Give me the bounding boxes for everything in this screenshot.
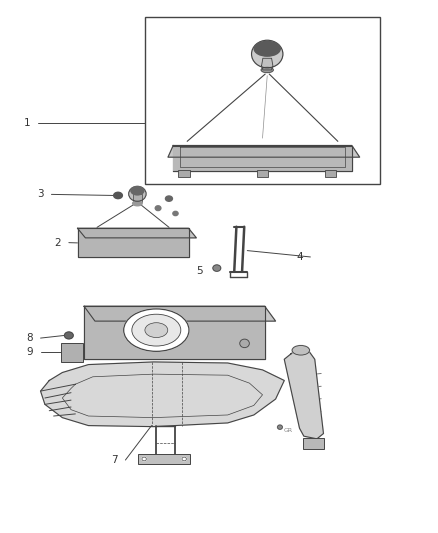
Bar xyxy=(133,195,142,203)
Polygon shape xyxy=(168,146,360,157)
FancyBboxPatch shape xyxy=(61,343,83,362)
Text: 8: 8 xyxy=(26,333,33,343)
Polygon shape xyxy=(284,347,323,439)
Ellipse shape xyxy=(114,192,122,199)
Bar xyxy=(178,171,190,177)
Text: 4: 4 xyxy=(296,252,303,262)
Polygon shape xyxy=(78,228,196,238)
Text: 9: 9 xyxy=(26,348,33,358)
Ellipse shape xyxy=(124,309,189,351)
Polygon shape xyxy=(173,146,352,171)
Bar xyxy=(257,171,268,177)
Ellipse shape xyxy=(64,332,73,339)
Ellipse shape xyxy=(132,314,181,346)
Ellipse shape xyxy=(166,196,173,201)
Polygon shape xyxy=(41,362,284,426)
Ellipse shape xyxy=(251,41,283,68)
Text: 1: 1 xyxy=(24,118,31,128)
Ellipse shape xyxy=(213,265,221,271)
Bar xyxy=(303,438,324,449)
Ellipse shape xyxy=(131,187,144,195)
Ellipse shape xyxy=(240,339,249,348)
Ellipse shape xyxy=(261,67,273,72)
Text: 5: 5 xyxy=(196,266,203,276)
Polygon shape xyxy=(261,58,273,70)
Polygon shape xyxy=(78,228,188,257)
Ellipse shape xyxy=(155,206,161,211)
Ellipse shape xyxy=(254,42,280,56)
Text: 3: 3 xyxy=(37,189,44,199)
Ellipse shape xyxy=(133,201,142,206)
Ellipse shape xyxy=(129,187,146,201)
Ellipse shape xyxy=(145,322,168,337)
Bar xyxy=(145,17,380,184)
Bar xyxy=(138,454,190,464)
Bar xyxy=(325,171,336,177)
Ellipse shape xyxy=(182,457,186,461)
Text: 2: 2 xyxy=(55,238,61,248)
Text: 7: 7 xyxy=(111,455,118,465)
Polygon shape xyxy=(84,306,265,359)
Polygon shape xyxy=(84,306,276,321)
Ellipse shape xyxy=(278,425,283,429)
Ellipse shape xyxy=(173,212,178,216)
Ellipse shape xyxy=(142,457,146,461)
Text: 6: 6 xyxy=(148,337,155,347)
Text: GR: GR xyxy=(284,429,293,433)
Ellipse shape xyxy=(292,345,310,355)
